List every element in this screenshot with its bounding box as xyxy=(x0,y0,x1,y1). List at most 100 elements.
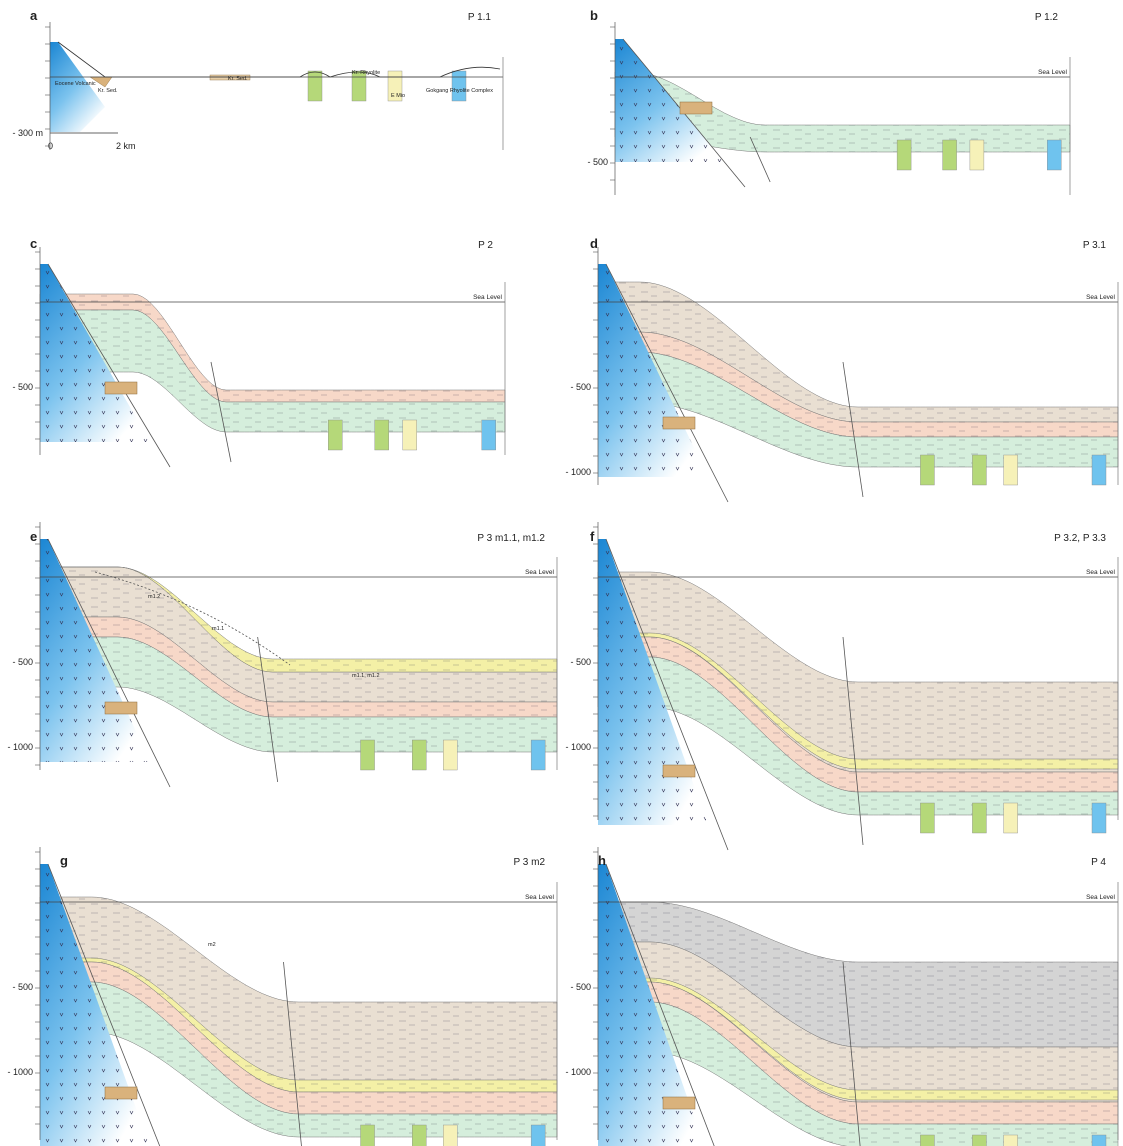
rhyolite-body xyxy=(360,739,375,771)
stage-label: P 1.1 xyxy=(468,12,492,23)
rhyolite-body xyxy=(920,802,935,834)
strata-texture xyxy=(40,617,557,717)
sediment-block xyxy=(104,1086,138,1100)
rhyolite-body xyxy=(896,139,912,171)
scale-label: 0 xyxy=(48,141,53,151)
fault xyxy=(605,863,715,1146)
volcanic-pattern xyxy=(40,864,150,1146)
strata-texture xyxy=(598,942,1118,1102)
rhyolite-body xyxy=(1003,1134,1018,1146)
panel-letter: d xyxy=(590,236,598,251)
panel-letter: a xyxy=(30,8,38,23)
strata-texture xyxy=(598,902,1118,1047)
sea-level-label: Sea Level xyxy=(1086,294,1115,301)
sea-level-label: Sea Level xyxy=(525,894,554,901)
volcanic-pattern xyxy=(615,39,725,162)
rhyolite-body xyxy=(351,70,367,102)
rhyolite-body xyxy=(1091,454,1107,486)
depth-label: - 1000 xyxy=(565,1067,591,1077)
sea-level-label: Sea Level xyxy=(525,569,554,576)
stage-label: P 3 m1.1, m1.2 xyxy=(477,533,545,544)
panel-letter: e xyxy=(30,529,37,544)
depth-label: - 500 xyxy=(12,982,33,992)
depth-label: - 500 xyxy=(12,657,33,667)
panel-letter: g xyxy=(60,853,68,868)
depth-label: - 1000 xyxy=(7,742,33,752)
strata-texture xyxy=(598,282,1118,422)
rhyolite-body xyxy=(530,739,546,771)
scale-label: 2 km xyxy=(116,141,136,151)
sediment-block xyxy=(104,701,138,715)
volcanic-pattern xyxy=(598,864,705,1146)
sea-level-label: Sea Level xyxy=(473,294,502,301)
strata-texture xyxy=(598,332,1118,437)
rhyolite-body xyxy=(307,70,323,102)
strata-texture xyxy=(40,310,505,432)
panel: b P 1.2 Sea Level - 500 xyxy=(587,8,1071,195)
rhyolite-body xyxy=(1003,454,1018,486)
rhyolite-body xyxy=(530,1124,546,1146)
erosion-surface xyxy=(94,571,291,666)
strata-texture xyxy=(615,72,1070,152)
fault xyxy=(47,263,171,468)
rhyolite-body xyxy=(387,70,403,102)
stage-label: P 3.1 xyxy=(1083,240,1107,251)
sediment-block xyxy=(104,381,138,395)
panel: g P 3 m2 Sea Level - 500 - 1000 m2 xyxy=(7,847,558,1146)
depth-label: - 1000 xyxy=(565,467,591,477)
strata-texture xyxy=(598,352,1118,467)
annotation: m1.2 xyxy=(148,594,160,600)
sea-level-label: Sea Level xyxy=(1038,69,1067,76)
depth-label: - 300 m xyxy=(12,128,43,138)
strata-texture xyxy=(598,572,1118,772)
rhyolite-body xyxy=(374,419,389,451)
sediment-block xyxy=(209,74,251,81)
strata-texture xyxy=(40,637,557,752)
fault xyxy=(842,636,864,846)
rhyolite-body xyxy=(443,1124,458,1146)
strata-texture xyxy=(40,897,557,1092)
annotation: Gokgang Rhyolite Complex xyxy=(426,88,493,94)
strata-texture xyxy=(598,637,1118,792)
panel-letter: b xyxy=(590,8,598,23)
fault xyxy=(605,538,729,851)
depth-label: - 1000 xyxy=(7,1067,33,1077)
rhyolite-body xyxy=(360,1124,375,1146)
panel: f P 3.2, P 3.3 Sea Level - 500 - 1000 xyxy=(565,522,1119,851)
rhyolite-body xyxy=(412,739,427,771)
fault xyxy=(257,636,279,783)
fault xyxy=(283,961,302,1146)
rhyolite-body xyxy=(920,1134,935,1146)
depth-label: - 500 xyxy=(570,382,591,392)
annotation: E Mio xyxy=(391,93,405,99)
annotation: Kr. Sed. xyxy=(98,88,118,94)
rhyolite-body xyxy=(451,70,467,102)
sediment-block xyxy=(662,416,696,430)
volcanic-wedge xyxy=(50,42,105,132)
sea-level-label: Sea Level xyxy=(1086,894,1115,901)
rhyolite-body xyxy=(412,1124,427,1146)
depth-label: - 500 xyxy=(570,982,591,992)
annotation: Kr. Sed. xyxy=(228,76,248,82)
rhyolite-body xyxy=(402,419,417,451)
rhyolite-body xyxy=(942,139,957,171)
depth-label: - 500 xyxy=(570,657,591,667)
stage-label: P 4 xyxy=(1091,857,1106,868)
panel-letter: f xyxy=(590,529,595,544)
rhyolite-body xyxy=(972,1134,987,1146)
annotation: Kr. Rhyolite xyxy=(352,70,380,76)
rhyolite-body xyxy=(1047,139,1062,171)
sediment-block xyxy=(662,764,696,778)
topography xyxy=(57,41,501,78)
stage-label: P 3 m2 xyxy=(514,857,546,868)
panel: d P 3.1 Sea Level - 500 - 1000 xyxy=(565,236,1119,503)
rhyolite-body xyxy=(481,419,496,451)
rhyolite-body xyxy=(972,454,987,486)
fault xyxy=(47,538,171,788)
stage-label: P 3.2, P 3.3 xyxy=(1054,533,1106,544)
rhyolite-body xyxy=(1091,802,1107,834)
panel: e P 3 m1.1, m1.2 Sea Level - 500 - 1000 m1.2 m… xyxy=(7,522,558,788)
depth-label: - 1000 xyxy=(565,742,591,752)
panel: c P 2 Sea Level - 500 xyxy=(12,236,506,468)
